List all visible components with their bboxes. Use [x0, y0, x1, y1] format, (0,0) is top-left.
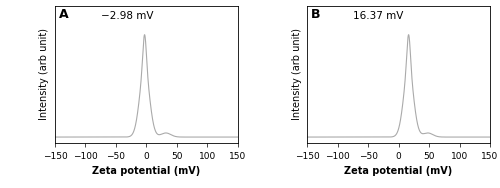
- Text: −2.98 mV: −2.98 mV: [100, 11, 153, 21]
- Text: A: A: [58, 8, 68, 21]
- X-axis label: Zeta potential (mV): Zeta potential (mV): [92, 166, 200, 177]
- Text: B: B: [311, 8, 320, 21]
- Text: 16.37 mV: 16.37 mV: [353, 11, 404, 21]
- Y-axis label: Intensity (arb unit): Intensity (arb unit): [292, 28, 302, 120]
- Y-axis label: Intensity (arb unit): Intensity (arb unit): [40, 28, 50, 120]
- X-axis label: Zeta potential (mV): Zeta potential (mV): [344, 166, 453, 177]
